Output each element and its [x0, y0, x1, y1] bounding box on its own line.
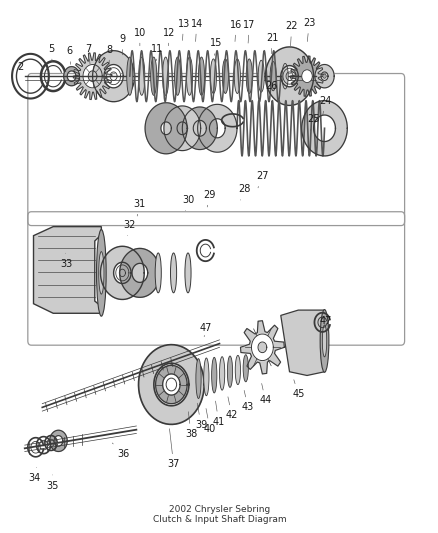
Text: 23: 23: [302, 18, 314, 42]
Ellipse shape: [162, 57, 168, 95]
Circle shape: [301, 70, 311, 83]
Text: 13: 13: [177, 19, 189, 41]
Ellipse shape: [282, 63, 288, 89]
Polygon shape: [283, 68, 295, 84]
Text: 21: 21: [265, 33, 278, 54]
Text: 17: 17: [243, 20, 255, 43]
Ellipse shape: [234, 59, 240, 93]
Polygon shape: [251, 334, 273, 361]
Ellipse shape: [127, 57, 133, 95]
Polygon shape: [280, 310, 324, 375]
Ellipse shape: [211, 357, 216, 393]
Ellipse shape: [210, 59, 216, 93]
Polygon shape: [83, 64, 102, 88]
Text: 29: 29: [203, 190, 215, 207]
Circle shape: [166, 378, 176, 391]
Polygon shape: [155, 366, 187, 403]
Polygon shape: [163, 106, 200, 151]
Ellipse shape: [174, 57, 180, 95]
Ellipse shape: [203, 358, 208, 395]
Polygon shape: [33, 227, 101, 313]
Polygon shape: [120, 248, 159, 297]
Ellipse shape: [235, 356, 240, 385]
Text: 31: 31: [134, 199, 146, 216]
Polygon shape: [116, 265, 129, 281]
Ellipse shape: [258, 60, 264, 92]
Ellipse shape: [170, 253, 176, 293]
Text: 30: 30: [181, 195, 194, 211]
Polygon shape: [301, 101, 346, 156]
Polygon shape: [138, 345, 204, 424]
Ellipse shape: [96, 230, 106, 316]
Text: 43: 43: [241, 390, 254, 413]
Ellipse shape: [227, 356, 232, 387]
Ellipse shape: [321, 325, 326, 357]
Polygon shape: [314, 64, 333, 88]
Text: 47: 47: [318, 316, 331, 332]
Ellipse shape: [198, 57, 204, 95]
Ellipse shape: [246, 59, 252, 93]
Text: 6: 6: [67, 46, 73, 64]
Text: 33: 33: [60, 253, 72, 269]
Text: 34: 34: [28, 467, 41, 483]
Text: 2002 Chrysler Sebring
Clutch & Input Shaft Diagram: 2002 Chrysler Sebring Clutch & Input Sha…: [152, 505, 286, 524]
Polygon shape: [64, 67, 79, 86]
Ellipse shape: [184, 253, 191, 293]
Text: 38: 38: [184, 411, 197, 439]
Polygon shape: [106, 68, 120, 85]
Text: 9: 9: [119, 34, 125, 55]
Text: 28: 28: [238, 184, 251, 200]
Polygon shape: [265, 47, 313, 106]
Ellipse shape: [219, 357, 224, 390]
Text: 41: 41: [212, 401, 224, 427]
Ellipse shape: [269, 62, 276, 91]
Text: 7: 7: [85, 44, 91, 64]
Text: 2: 2: [17, 62, 28, 76]
Text: 44: 44: [259, 384, 271, 406]
Ellipse shape: [319, 310, 328, 372]
Text: 16: 16: [230, 20, 242, 42]
Polygon shape: [92, 51, 134, 102]
Ellipse shape: [195, 359, 201, 399]
Text: 32: 32: [124, 220, 136, 236]
Text: 11: 11: [151, 44, 163, 61]
Text: 37: 37: [167, 429, 179, 469]
Text: 12: 12: [162, 28, 175, 46]
Ellipse shape: [222, 59, 228, 93]
Text: 45: 45: [291, 379, 304, 399]
Polygon shape: [49, 430, 67, 451]
Text: 39: 39: [194, 403, 207, 430]
Text: 5: 5: [48, 44, 54, 62]
Polygon shape: [197, 104, 237, 152]
Text: 42: 42: [225, 397, 237, 421]
Polygon shape: [73, 53, 112, 100]
Text: 10: 10: [134, 28, 146, 46]
Ellipse shape: [150, 57, 156, 95]
Ellipse shape: [99, 252, 104, 294]
Ellipse shape: [138, 57, 145, 95]
Polygon shape: [100, 246, 144, 300]
Polygon shape: [290, 56, 323, 96]
Text: 36: 36: [112, 443, 129, 458]
Text: 24: 24: [318, 95, 331, 115]
Polygon shape: [145, 103, 187, 154]
Text: 26: 26: [265, 81, 277, 99]
Text: 22: 22: [285, 21, 297, 46]
Ellipse shape: [186, 57, 192, 95]
Ellipse shape: [243, 354, 248, 382]
Text: 14: 14: [190, 19, 202, 42]
Text: 25: 25: [307, 114, 319, 131]
Ellipse shape: [155, 253, 161, 293]
Polygon shape: [240, 321, 284, 374]
Polygon shape: [182, 107, 217, 150]
Text: 8: 8: [106, 45, 112, 64]
Text: 47: 47: [199, 322, 211, 337]
Text: 40: 40: [203, 408, 215, 434]
Text: 27: 27: [255, 171, 268, 188]
Circle shape: [322, 74, 325, 78]
Text: 15: 15: [209, 38, 222, 55]
Text: 35: 35: [46, 475, 58, 490]
